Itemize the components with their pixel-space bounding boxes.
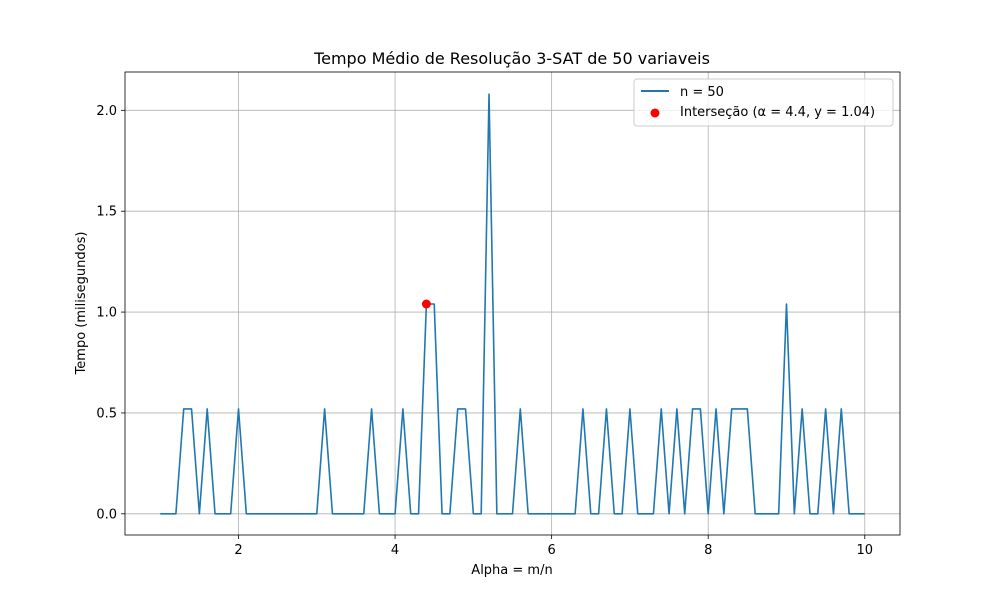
- intersection-point: [421, 299, 431, 309]
- x-tick-label: 2: [234, 543, 242, 558]
- y-tick-label: 1.0: [96, 306, 117, 321]
- x-tick-label: 6: [548, 543, 556, 558]
- axes-frame: [124, 71, 901, 536]
- x-tick-label: 8: [704, 543, 712, 558]
- y-tick-label: 0.5: [96, 406, 117, 421]
- series-line: [160, 93, 865, 515]
- y-tick-label: 1.5: [96, 205, 117, 220]
- series-layer: [160, 93, 865, 515]
- legend-box: [633, 78, 894, 127]
- legend-label-series: n = 50: [680, 85, 724, 100]
- legend-marker-swatch: [650, 108, 660, 118]
- y-axis-label: Tempo (milisegundos): [74, 232, 89, 376]
- legend-label-point: Interseção (α = 4.4, y = 1.04): [680, 105, 875, 120]
- x-tick-label: 10: [856, 543, 873, 558]
- chart-title: Tempo Médio de Resolução 3-SAT de 50 var…: [313, 49, 710, 68]
- x-tick-label: 4: [391, 543, 399, 558]
- y-tick-label: 2.0: [96, 104, 117, 119]
- ticks: 2 4 6 8 10 0.0 0.5 1.0 1.5 2.0: [96, 104, 873, 558]
- x-axis-label: Alpha = m/n: [471, 563, 552, 578]
- y-tick-label: 0.0: [96, 507, 117, 522]
- points-layer: [421, 299, 431, 309]
- legend: n = 50 Interseção (α = 4.4, y = 1.04): [633, 78, 894, 127]
